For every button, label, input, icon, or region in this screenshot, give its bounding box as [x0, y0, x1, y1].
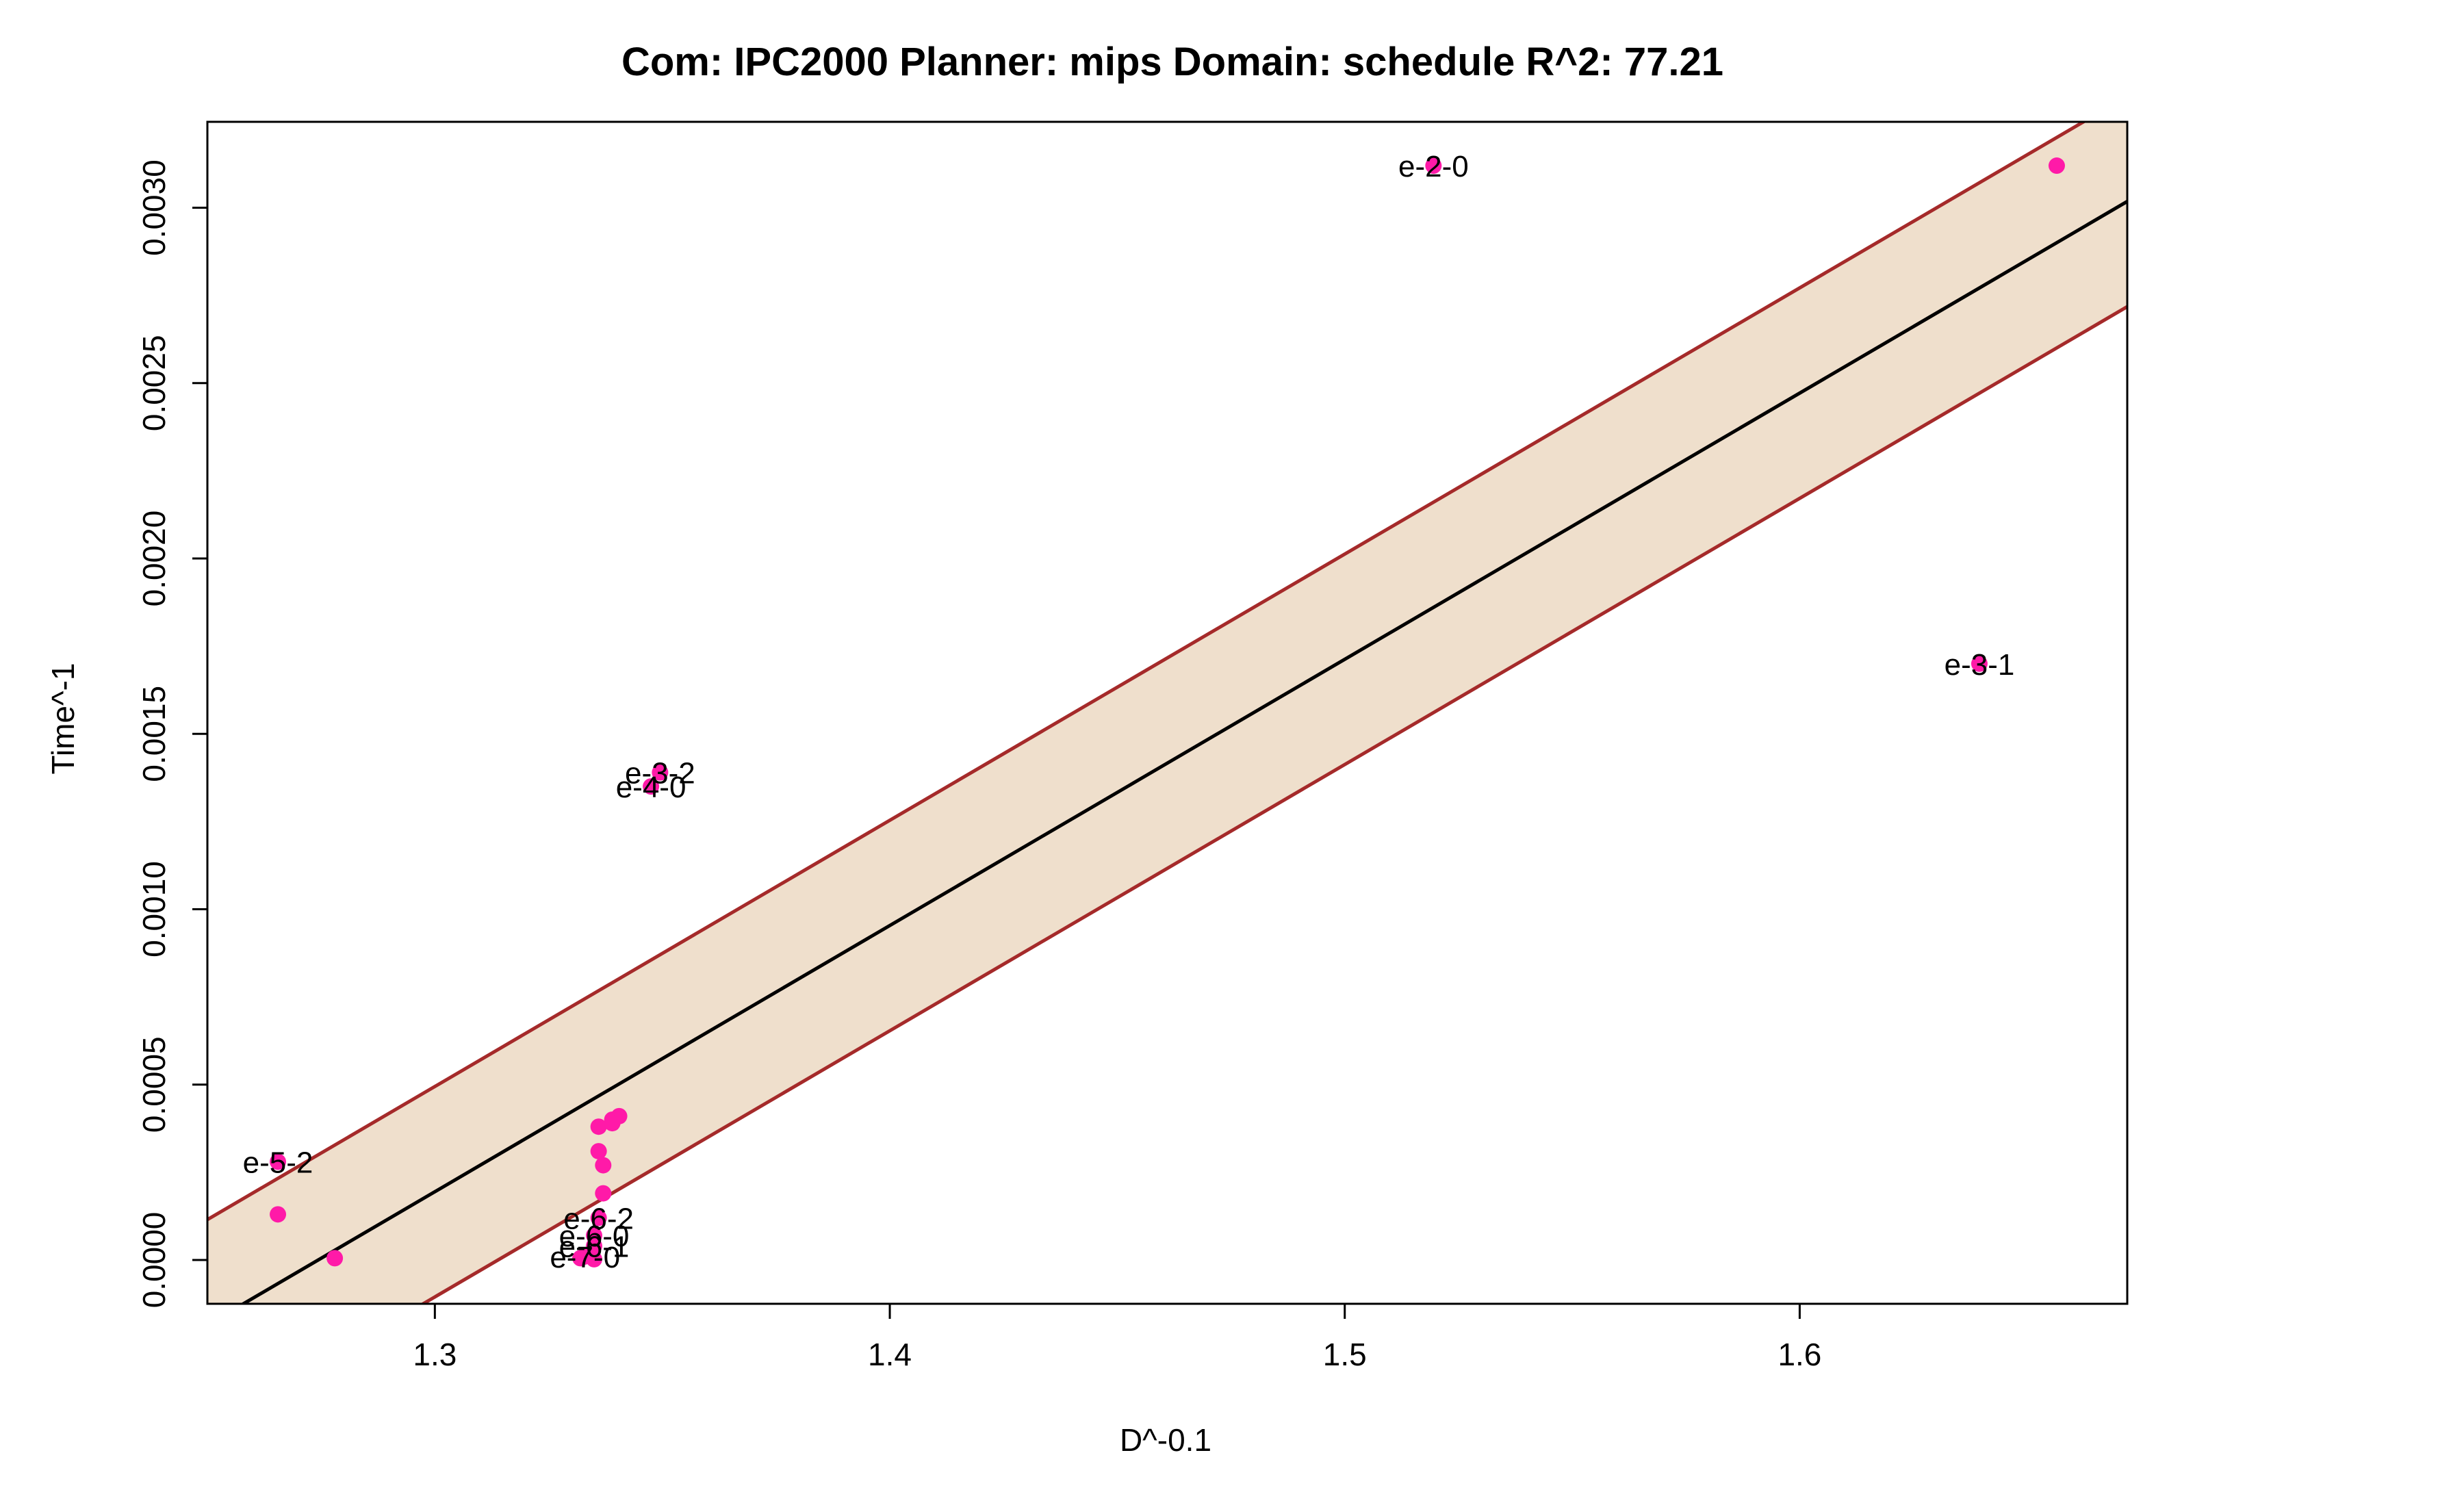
data-point	[590, 1143, 607, 1160]
data-point	[595, 1157, 612, 1174]
regression-line	[240, 200, 2127, 1304]
band-lower-line	[420, 305, 2127, 1304]
y-tick-label: 0.0020	[136, 511, 172, 607]
data-point	[643, 778, 660, 795]
y-axis-label: Time^-1	[45, 663, 81, 775]
data-point	[1425, 157, 1442, 175]
band-upper-line	[207, 122, 2088, 1222]
point-label: e-2-0	[1398, 150, 1469, 183]
x-tick-label: 1.4	[868, 1337, 912, 1372]
y-tick-label: 0.0005	[136, 1036, 172, 1133]
point-label: e-4-0	[616, 771, 686, 804]
plot-frame	[206, 120, 2129, 1305]
data-point	[585, 1250, 602, 1268]
data-point	[590, 1209, 607, 1226]
confidence-band	[207, 122, 2127, 1304]
point-label: e-6-1	[559, 1230, 630, 1263]
data-point	[604, 1115, 621, 1132]
data-point	[595, 1185, 612, 1202]
data-point	[590, 1118, 607, 1135]
y-tick-label: 0.0000	[136, 1212, 172, 1309]
x-tick-label: 1.3	[413, 1337, 457, 1372]
chart-title: Com: IPC2000 Planner: mips Domain: sched…	[621, 40, 1723, 84]
point-label: e-6-0	[559, 1220, 630, 1253]
x-axis-label: D^-0.1	[1120, 1422, 1211, 1458]
y-tick-label: 0.0010	[136, 861, 172, 957]
data-point	[270, 1153, 287, 1170]
y-tick-label: 0.0025	[136, 335, 172, 431]
point-label: e-5-2	[243, 1146, 313, 1179]
data-point	[2048, 157, 2065, 175]
point-label: e-6-2	[563, 1202, 634, 1235]
point-label: e-3-2	[625, 757, 695, 790]
plot-area: e-2-0 e-3-1 e-3-2e-4-0 e-5-2 e-6-2e-6-0e-6-1…	[207, 122, 2127, 1304]
point-label: e-3-1	[1945, 648, 2015, 682]
data-point	[326, 1250, 344, 1267]
point-label: e-7-0	[550, 1241, 620, 1274]
y-tick-label: 0.0030	[136, 159, 172, 256]
x-tick-label: 1.5	[1323, 1337, 1367, 1372]
y-tick-label: 0.0015	[136, 686, 172, 782]
data-point	[270, 1206, 287, 1223]
data-point	[572, 1250, 589, 1267]
x-tick-label: 1.6	[1778, 1337, 1821, 1372]
data-point	[1971, 655, 1988, 672]
data-point	[652, 764, 669, 781]
